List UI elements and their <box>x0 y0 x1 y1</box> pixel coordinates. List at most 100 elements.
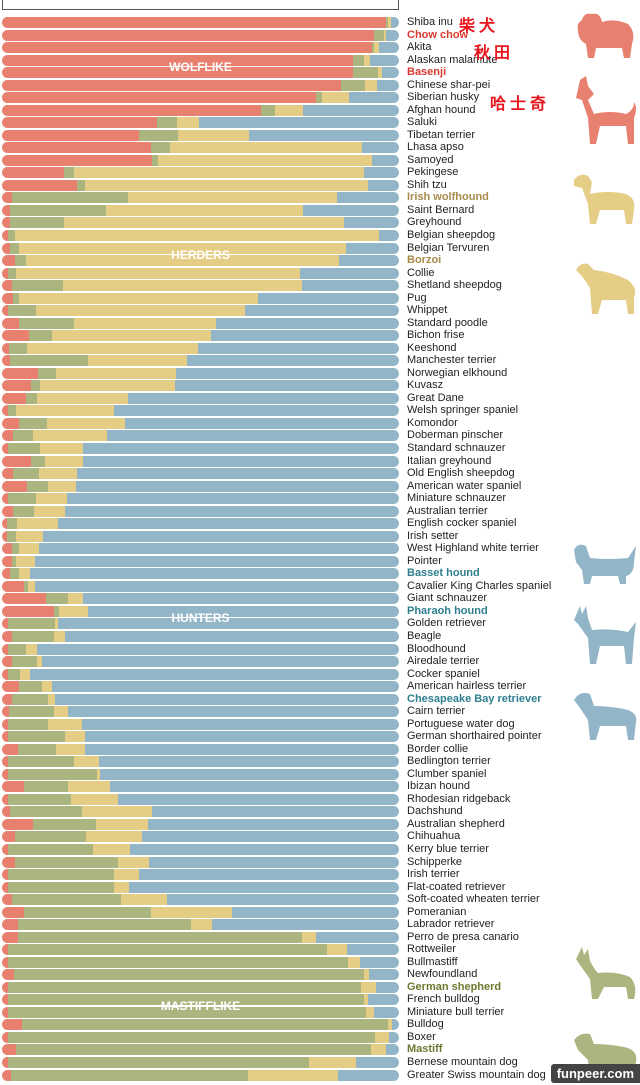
bar-segment-wolflike <box>2 342 10 354</box>
stacked-bar <box>2 981 399 993</box>
bar-segment-hunters <box>175 367 399 379</box>
bar-segment-wolflike <box>2 292 14 304</box>
bar-segment-mastifflike <box>32 818 97 830</box>
stacked-bar <box>2 630 399 642</box>
stacked-bar <box>2 230 399 241</box>
bar-segment-mastifflike <box>24 580 29 592</box>
stacked-bar <box>2 405 399 417</box>
bar-row: Mastiff <box>2 1043 562 1056</box>
chow-chow-silhouette-icon <box>577 13 634 59</box>
breed-label: Irish wolfhound <box>407 191 489 204</box>
stacked-bar <box>2 568 399 580</box>
stacked-bar <box>2 29 399 41</box>
breed-label: Borzoi <box>407 254 442 267</box>
bar-segment-mastifflike <box>6 518 18 530</box>
bar-segment-hunters <box>385 1044 399 1056</box>
bar-segment-herders <box>15 555 35 567</box>
bar-row: Miniature schnauzer <box>2 492 562 505</box>
bar-row: French bulldog <box>2 993 562 1006</box>
bar-segment-mastifflike <box>9 217 64 229</box>
bar-segment-mastifflike <box>11 1069 249 1081</box>
bar-segment-mastifflike <box>16 1044 372 1056</box>
breed-label: Belgian sheepdog <box>407 229 496 241</box>
bar-segment-herders <box>113 881 129 893</box>
breed-label: West Highland white terrier <box>407 542 539 555</box>
bar-row: Norwegian elkhound <box>2 367 562 379</box>
bar-segment-wolflike <box>2 443 8 455</box>
bar-segment-herders <box>54 618 59 630</box>
bar-segment-mastifflike <box>76 179 86 191</box>
bar-segment-mastifflike <box>10 204 107 216</box>
bar-segment-wolflike <box>2 580 25 592</box>
breed-label: Ibizan hound <box>407 780 470 793</box>
bar-segment-wolflike <box>2 768 8 780</box>
bar-segment-mastifflike <box>7 956 348 968</box>
bar-segment-hunters <box>55 693 399 705</box>
bar-segment-mastifflike <box>26 392 38 404</box>
bar-segment-herders <box>364 54 371 66</box>
pharaoh-hound-silhouette-icon <box>574 606 636 664</box>
bar-segment-mastifflike <box>37 367 57 379</box>
bar-segment-wolflike <box>2 104 261 116</box>
bar-segment-wolflike <box>2 330 30 342</box>
breed-label: Cavalier King Charles spaniel <box>407 579 552 592</box>
breed-label: Standard poodle <box>407 316 488 329</box>
irish-wolfhound-silhouette-icon <box>574 174 635 224</box>
breed-label: Shetland sheepdog <box>407 279 502 292</box>
group-label: WOLFLIKE <box>2 60 399 74</box>
bar-segment-herders <box>326 944 347 956</box>
bar-segment-hunters <box>141 831 399 843</box>
chesapeake-bay-retriever-silhouette-icon <box>574 692 637 740</box>
bar-segment-herders <box>74 756 99 768</box>
bar-segment-hunters <box>302 104 399 116</box>
divider-line <box>81 66 152 68</box>
bar-segment-hunters <box>211 330 399 342</box>
bar-segment-hunters <box>338 1069 399 1081</box>
bar-segment-hunters <box>376 981 399 993</box>
breed-label: Cocker spaniel <box>407 667 480 680</box>
bar-segment-mastifflike <box>7 793 72 805</box>
bar-segment-herders <box>42 681 52 693</box>
bar-segment-herders <box>248 1069 339 1081</box>
breed-label: Keeshond <box>407 341 457 354</box>
bar-segment-mastifflike <box>11 192 129 204</box>
bar-segment-mastifflike <box>7 305 36 317</box>
bar-row: Italian greyhound <box>2 455 562 467</box>
breed-label: Bichon frise <box>407 329 465 342</box>
bar-segment-mastifflike <box>152 154 158 166</box>
annotation-akita-chinese: 秋田 <box>474 43 515 62</box>
bar-row: Australian shepherd <box>2 818 562 830</box>
bar-segment-herders <box>388 17 392 28</box>
bar-segment-herders <box>371 1044 386 1056</box>
bar-row: Irish setter <box>2 530 562 542</box>
bar-segment-hunters <box>138 869 399 881</box>
stacked-bar <box>2 267 399 279</box>
bar-row: Akita <box>2 41 562 54</box>
bar-segment-wolflike <box>2 806 11 818</box>
stacked-bar <box>2 818 399 830</box>
bar-row: Shetland sheepdog <box>2 279 562 292</box>
bar-segment-wolflike <box>2 54 353 66</box>
bar-segment-hunters <box>38 543 399 555</box>
bar-segment-herders <box>35 305 245 317</box>
bar-segment-hunters <box>128 392 399 404</box>
bar-segment-herders <box>65 731 85 743</box>
bar-segment-wolflike <box>2 29 374 41</box>
breed-label: Bullmastiff <box>407 955 458 968</box>
bar-segment-mastifflike <box>7 230 15 241</box>
bar-segment-mastifflike <box>18 681 43 693</box>
bar-segment-wolflike <box>2 869 8 881</box>
bar-segment-herders <box>169 142 362 154</box>
breed-label: Standard schnauzer <box>407 442 506 455</box>
stacked-bar <box>2 768 399 780</box>
stacked-bar <box>2 17 399 28</box>
stacked-bar <box>2 718 399 730</box>
bar-segment-mastifflike <box>10 568 20 580</box>
bar-segment-herders <box>52 330 212 342</box>
bar-segment-hunters <box>34 580 399 592</box>
bar-segment-herders <box>81 806 153 818</box>
bar-segment-hunters <box>106 430 399 442</box>
bar-segment-herders <box>364 969 370 981</box>
bar-segment-wolflike <box>2 117 157 129</box>
stacked-bar <box>2 1069 399 1081</box>
